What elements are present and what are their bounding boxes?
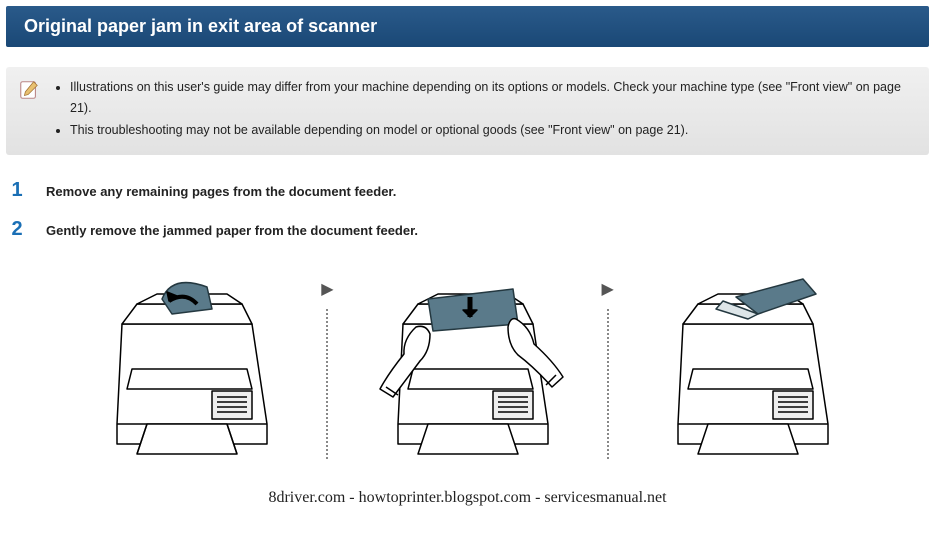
printer-diagram-3	[638, 269, 858, 469]
separator-line	[607, 309, 609, 459]
printer-diagram-1	[77, 269, 297, 469]
step-text: Remove any remaining pages from the docu…	[46, 184, 396, 199]
step-row: 1 Remove any remaining pages from the do…	[6, 179, 929, 202]
step-number: 1	[6, 179, 28, 202]
step-text: Gently remove the jammed paper from the …	[46, 223, 418, 238]
separator-line	[326, 309, 328, 459]
step-row: 2 Gently remove the jammed paper from th…	[6, 218, 929, 241]
diagram-separator: ▶	[321, 279, 333, 459]
chevron-right-icon: ▶	[602, 279, 614, 299]
printer-diagram-2	[358, 269, 578, 469]
note-item: Illustrations on this user's guide may d…	[70, 77, 917, 120]
diagram-row: ▶ ▶	[0, 269, 935, 469]
chevron-right-icon: ▶	[321, 279, 333, 299]
step-number: 2	[6, 218, 28, 241]
note-item: This troubleshooting may not be availabl…	[70, 120, 917, 141]
page-title-bar: Original paper jam in exit area of scann…	[6, 6, 929, 47]
note-list: Illustrations on this user's guide may d…	[52, 77, 917, 141]
note-box: Illustrations on this user's guide may d…	[6, 67, 929, 155]
note-icon	[18, 79, 40, 101]
diagram-separator: ▶	[602, 279, 614, 459]
page-title: Original paper jam in exit area of scann…	[24, 16, 377, 36]
steps: 1 Remove any remaining pages from the do…	[6, 179, 929, 241]
footer-attribution: 8driver.com - howtoprinter.blogspot.com …	[0, 489, 935, 507]
